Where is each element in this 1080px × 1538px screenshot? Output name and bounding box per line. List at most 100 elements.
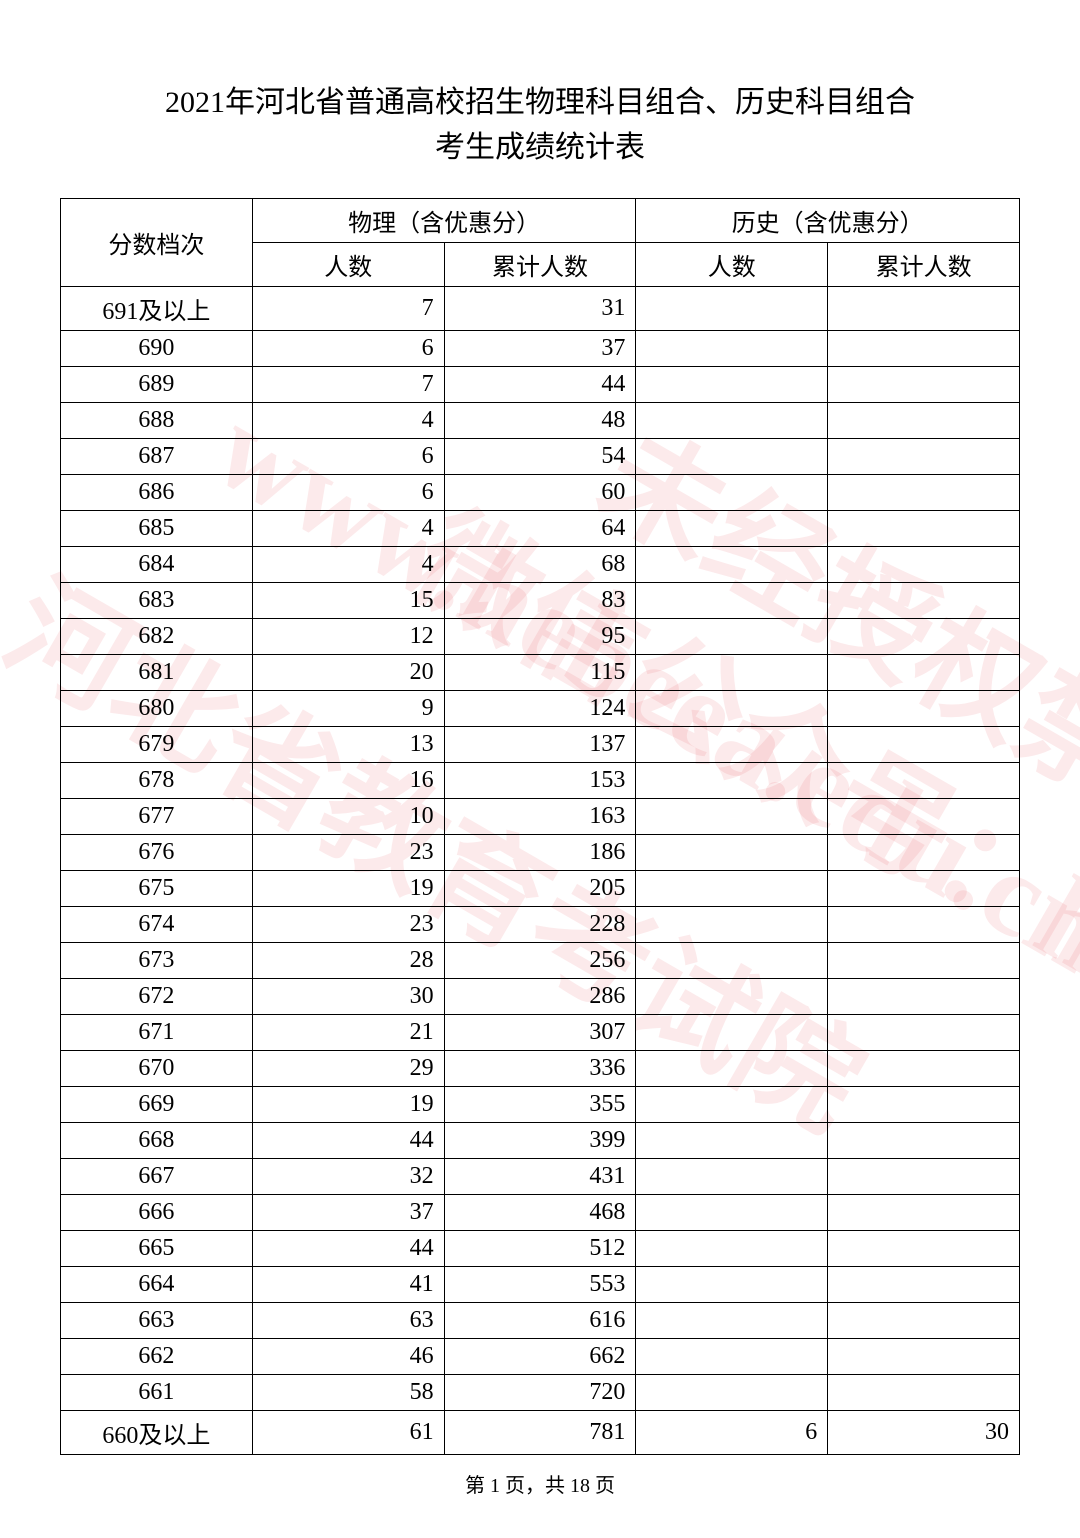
header-score-band: 分数档次 [61,199,253,287]
cell-history-count [636,1303,828,1339]
table-row: 688448 [61,403,1020,439]
table-row: 660及以上61781630 [61,1411,1020,1455]
cell-history-cum: 30 [828,1411,1020,1455]
cell-history-cum [828,799,1020,835]
cell-physics-cum: 256 [444,943,636,979]
cell-physics-count: 19 [252,871,444,907]
cell-physics-count: 58 [252,1375,444,1411]
cell-physics-count: 41 [252,1267,444,1303]
page-title: 2021年河北省普通高校招生物理科目组合、历史科目组合 考生成绩统计表 [60,80,1020,170]
cell-history-cum [828,1051,1020,1087]
header-physics-count: 人数 [252,243,444,287]
cell-score: 667 [61,1159,253,1195]
cell-physics-count: 21 [252,1015,444,1051]
cell-score: 686 [61,475,253,511]
cell-physics-count: 15 [252,583,444,619]
cell-score: 688 [61,403,253,439]
cell-physics-count: 10 [252,799,444,835]
cell-score: 664 [61,1267,253,1303]
table-row: 66732431 [61,1159,1020,1195]
cell-history-count [636,1375,828,1411]
cell-physics-cum: 64 [444,511,636,547]
cell-score: 687 [61,439,253,475]
table-row: 68120115 [61,655,1020,691]
cell-history-cum [828,691,1020,727]
cell-score: 670 [61,1051,253,1087]
cell-history-count [636,331,828,367]
table-row: 67423228 [61,907,1020,943]
cell-physics-count: 4 [252,547,444,583]
cell-physics-cum: 205 [444,871,636,907]
cell-physics-count: 6 [252,331,444,367]
score-table: 分数档次 物理（含优惠分） 历史（含优惠分） 人数 累计人数 人数 累计人数 6… [60,198,1020,1455]
table-row: 6809124 [61,691,1020,727]
cell-history-count [636,1087,828,1123]
cell-score: 669 [61,1087,253,1123]
table-row: 67121307 [61,1015,1020,1051]
cell-history-count [636,403,828,439]
cell-physics-cum: 137 [444,727,636,763]
cell-score: 678 [61,763,253,799]
table-row: 66919355 [61,1087,1020,1123]
cell-score: 680 [61,691,253,727]
cell-physics-cum: 124 [444,691,636,727]
cell-history-cum [828,1231,1020,1267]
cell-history-cum [828,331,1020,367]
pager: 第 1 页，共 18 页 [60,1469,1020,1498]
cell-history-count [636,727,828,763]
cell-physics-cum: 60 [444,475,636,511]
cell-physics-count: 30 [252,979,444,1015]
cell-score: 673 [61,943,253,979]
cell-physics-cum: 468 [444,1195,636,1231]
table-row: 691及以上731 [61,287,1020,331]
cell-physics-count: 7 [252,367,444,403]
cell-history-count [636,1051,828,1087]
cell-score: 689 [61,367,253,403]
title-line-1: 2021年河北省普通高校招生物理科目组合、历史科目组合 [165,86,915,119]
cell-physics-cum: 336 [444,1051,636,1087]
cell-history-count [636,547,828,583]
table-row: 67519205 [61,871,1020,907]
cell-history-count [636,619,828,655]
cell-physics-count: 12 [252,619,444,655]
table-row: 66637468 [61,1195,1020,1231]
cell-history-cum [828,727,1020,763]
cell-history-count [636,287,828,331]
cell-score: 682 [61,619,253,655]
cell-score: 668 [61,1123,253,1159]
cell-history-cum [828,583,1020,619]
cell-history-count [636,655,828,691]
cell-physics-count: 28 [252,943,444,979]
table-row: 689744 [61,367,1020,403]
cell-history-cum [828,1339,1020,1375]
cell-history-count [636,475,828,511]
table-row: 67029336 [61,1051,1020,1087]
header-physics: 物理（含优惠分） [252,199,636,243]
header-history: 历史（含优惠分） [636,199,1020,243]
cell-score: 674 [61,907,253,943]
cell-physics-count: 4 [252,403,444,439]
cell-history-count [636,1159,828,1195]
cell-score: 675 [61,871,253,907]
cell-history-count [636,871,828,907]
cell-physics-cum: 662 [444,1339,636,1375]
cell-history-cum [828,287,1020,331]
cell-physics-cum: 31 [444,287,636,331]
cell-history-count [636,979,828,1015]
cell-physics-count: 23 [252,835,444,871]
cell-physics-count: 19 [252,1087,444,1123]
cell-history-cum [828,655,1020,691]
cell-physics-count: 7 [252,287,444,331]
cell-physics-count: 46 [252,1339,444,1375]
cell-score: 661 [61,1375,253,1411]
cell-history-cum [828,439,1020,475]
table-row: 6831583 [61,583,1020,619]
cell-history-cum [828,835,1020,871]
cell-history-count [636,583,828,619]
cell-history-count [636,835,828,871]
table-row: 67816153 [61,763,1020,799]
cell-physics-cum: 163 [444,799,636,835]
cell-history-cum [828,367,1020,403]
cell-physics-cum: 512 [444,1231,636,1267]
cell-score: 677 [61,799,253,835]
